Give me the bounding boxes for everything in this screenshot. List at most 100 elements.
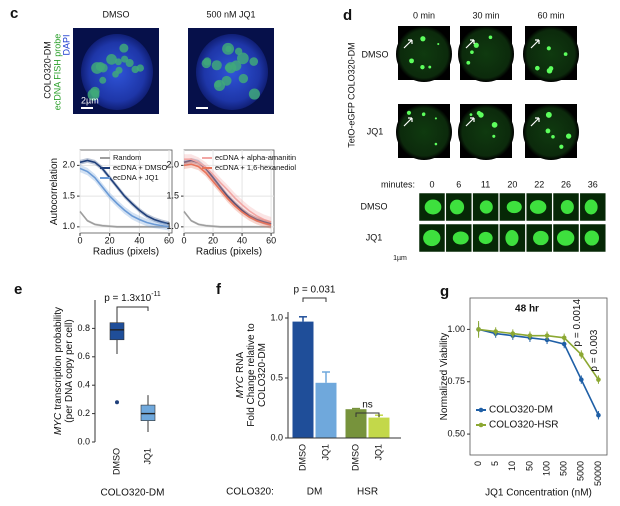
fish-spot (213, 79, 226, 91)
ecdna-spot (473, 42, 479, 48)
series-line (478, 328, 600, 381)
y-axis-title-text: Autocorrelation (49, 158, 60, 225)
point (493, 329, 498, 334)
bar (292, 321, 314, 438)
fish-spot (125, 58, 134, 68)
y-tick-label: 1.0 (166, 221, 179, 231)
group-label: HSR (357, 487, 378, 498)
ecdna-spot (492, 134, 496, 138)
ecdna-spot (420, 64, 425, 70)
panel-label: d (343, 7, 352, 24)
point (596, 377, 601, 382)
x-tick-label: 0 (473, 461, 483, 466)
fish-spot (119, 43, 129, 53)
ecdna-blob (506, 200, 522, 214)
x-tick-label: JQ1 (142, 448, 152, 465)
y-tick-label: 1.5 (62, 190, 75, 200)
row-label: JQ1 (366, 232, 383, 242)
point (579, 352, 584, 357)
side-label: DAPI (61, 34, 71, 55)
annotation: p = 0.003 (589, 329, 600, 371)
y-axis-title: Autocorrelation (49, 158, 60, 225)
bracket (302, 297, 327, 302)
x-tick-label: 20 (105, 235, 115, 245)
x-tick-label: DMSO (111, 448, 121, 475)
side-label: ecDNA FISH probe (52, 34, 62, 111)
x-tick-label: DMSO (350, 444, 360, 471)
legend-label: ecDNA + DMSO (113, 163, 168, 172)
bracket (116, 306, 149, 311)
bar (368, 417, 390, 438)
x-tick-label: 0 (181, 235, 186, 245)
ecdna-spot (420, 36, 426, 42)
y-tick-label: 1.0 (62, 221, 75, 231)
fish-spot (114, 58, 122, 66)
x-tick-label: JQ1 (320, 444, 330, 461)
legend-label: ecDNA + alpha-amanitin (215, 153, 296, 162)
timepoint: 6 (456, 179, 461, 189)
y-tick-label: 0.75 (447, 376, 465, 386)
ecdna-blob (452, 231, 469, 245)
ecdna-spot (563, 52, 568, 56)
ecdna-spot (434, 142, 438, 146)
ecdna-spot (434, 117, 437, 120)
fish-spot (99, 76, 107, 84)
y-axis-title: COLO320-DM (257, 343, 268, 407)
y-tick-label: 0.5 (270, 372, 283, 382)
ecdna-spot (470, 50, 474, 54)
x-tick-label: 50000 (593, 461, 603, 486)
y-axis-title-text: Normalized Viability (439, 333, 450, 421)
timepoint: 36 (588, 179, 598, 189)
ecdna-blob (478, 231, 493, 245)
ecdna-spot (476, 110, 482, 116)
series-line (79, 167, 170, 228)
arrow (465, 39, 475, 49)
y-axis-title: MYC RNA (235, 352, 246, 399)
ecdna-blob (584, 230, 600, 246)
box (109, 322, 125, 341)
fish-spot (211, 60, 222, 71)
row-label: DMSO (362, 49, 389, 59)
y-tick-label: 0.2 (77, 408, 90, 418)
ecdna-spot (437, 43, 440, 46)
x-tick-label: 10 (507, 461, 517, 471)
point (596, 412, 601, 418)
series-line (478, 328, 600, 416)
error-band (80, 164, 170, 231)
x-axis-title: JQ1 Concentration (nM) (485, 488, 592, 499)
x-tick-label: 40 (237, 235, 247, 245)
x-tick-label: JQ1 (373, 444, 383, 461)
side-label: TetO-eGFP COLO320-DM (346, 42, 356, 147)
arrow (530, 117, 540, 127)
cell (458, 26, 514, 82)
fish-spot (91, 90, 99, 98)
annotation: ns (362, 400, 373, 411)
x-tick-label: 5 (490, 461, 500, 466)
timepoint: 22 (534, 179, 544, 189)
x-axis-title: Radius (pixels) (93, 247, 159, 258)
legend-marker (478, 422, 484, 428)
y-axis-title: MYC transcription probability (53, 307, 64, 435)
y-axis-title: Normalized Viability (439, 333, 450, 421)
fish-spot (115, 66, 123, 74)
arrow (530, 39, 540, 49)
point (476, 327, 481, 332)
y-tick-label: 0.50 (447, 428, 465, 438)
ecdna-spot (428, 65, 432, 69)
plot-frame (79, 149, 173, 234)
row-label: JQ1 (367, 126, 384, 136)
y-tick-label: 1.00 (447, 324, 465, 334)
x-tick-label: DMSO (297, 444, 307, 471)
timepoint: 20 (507, 179, 517, 189)
ecdna-spot (469, 113, 473, 116)
y-axis-title-text: transcription probability (53, 307, 64, 410)
ecdna-spot (565, 133, 572, 139)
ecdna-spot (406, 110, 412, 115)
ecdna-spot (545, 128, 551, 134)
ecdna-blob (529, 200, 547, 214)
x-tick-label: 60 (266, 235, 276, 245)
annotation-text: p = 1.3x10 (104, 293, 151, 304)
legend-label: COLO320-DM (489, 405, 553, 416)
arrow (403, 117, 413, 127)
y-axis-title: (per DNA copy per cell) (64, 319, 75, 422)
